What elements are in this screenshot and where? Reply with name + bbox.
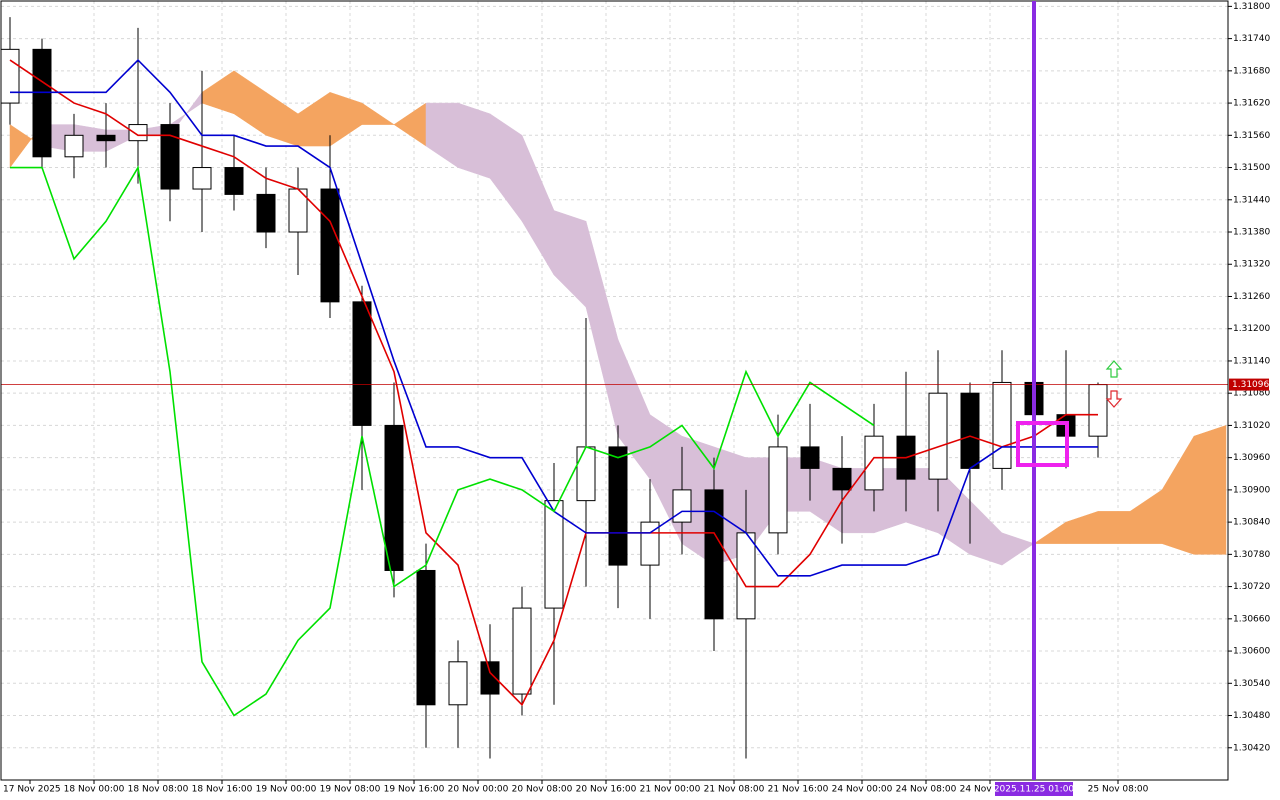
x-tick-label: 24 Nov 08:00 [896,785,957,795]
x-tick-label: 19 Nov 00:00 [256,785,317,795]
y-tick-label: 1.31320 [1233,260,1270,270]
x-tick-label: 24 Nov 16:00 [960,785,1021,795]
y-tick-label: 1.30960 [1233,453,1270,463]
y-tick-label: 1.31080 [1233,389,1270,399]
axes: 1.31800 1.31740 1.31680 1.31620 1.31560 1.315… [3,2,1270,796]
y-tick-label: 1.31620 [1233,99,1270,109]
x-tick-label: 21 Nov 08:00 [704,785,765,795]
candle-body [32,48,52,158]
price-tag [1229,378,1269,391]
cursor-tag [995,782,1073,796]
y-tick-label: 1.30480 [1233,711,1270,721]
candle-body [704,489,724,620]
indicator-line [9,59,1098,707]
ichimoku-cloud [9,70,1227,566]
x-tick-label: 21 Nov 00:00 [640,785,701,795]
candle-body [256,193,276,233]
x-tick-label: 19 Nov 08:00 [320,785,381,795]
y-tick-label: 1.31380 [1233,228,1270,238]
candle-body [448,661,468,706]
candle-body [384,424,404,571]
y-tick-label: 1.30720 [1233,582,1270,592]
candle-body [864,435,884,491]
y-tick-label: 1.30780 [1233,550,1270,560]
y-tick-label: 1.30660 [1233,614,1270,624]
y-tick-label: 1.31560 [1233,131,1270,141]
candle-body [672,489,692,523]
candle-body [992,381,1012,469]
y-tick-label: 1.31440 [1233,195,1270,205]
x-tick-label: 18 Nov 08:00 [128,785,189,795]
cursor-tag-label: 2025.11.25 01:00 [994,785,1075,795]
sell-arrow [1105,390,1123,408]
candle-body [320,188,340,303]
candle-body [352,301,372,426]
candle-body [960,392,980,469]
x-tick-label: 20 Nov 00:00 [448,785,509,795]
cloud-segment [1193,425,1227,555]
candle-body [608,446,628,566]
y-tick-label: 1.30420 [1233,743,1270,753]
x-tick-label: 20 Nov 08:00 [512,785,573,795]
buy-arrow [1105,360,1123,378]
candle-body [192,167,212,190]
candle-body [800,446,820,469]
candle-body [416,569,436,706]
y-tick-label: 1.31140 [1233,356,1270,366]
x-tick-label: 17 Nov 2025 [3,785,61,795]
y-tick-label: 1.30900 [1233,485,1270,495]
candle-body [128,124,148,142]
x-tick-label: 24 Nov 00:00 [832,785,893,795]
candle-body [544,500,564,609]
cloud-segment [457,102,491,179]
y-tick-label: 1.31800 [1233,2,1270,12]
plot-frame [0,0,1229,781]
candle-body [96,134,116,142]
candle-body [0,48,20,104]
candle-body [1088,384,1108,437]
y-tick-label: 1.30840 [1233,518,1270,528]
candle-body [224,167,244,195]
cloud-segment [1001,532,1035,566]
candle-body [576,446,596,502]
x-tick-label: 25 Nov 08:00 [1088,785,1149,795]
y-tick-label: 1.31740 [1233,34,1270,44]
x-tick-label: 18 Nov 16:00 [192,785,253,795]
y-tick-label: 1.31020 [1233,421,1270,431]
candle-body [768,446,788,534]
x-tick-label: 20 Nov 16:00 [576,785,637,795]
y-tick-label: 1.30540 [1233,679,1270,689]
candle-body [928,392,948,480]
indicator-lines [9,58,1098,717]
indicator-line [10,165,875,717]
cloud-segment [361,102,395,125]
y-tick-label: 1.31200 [1233,324,1270,334]
y-tick-label: 1.31260 [1233,292,1270,302]
highlight-box [1016,421,1069,467]
price-tag-label: 1.31096 [1232,380,1269,390]
candle-body [160,124,180,190]
x-tick-label: 19 Nov 16:00 [384,785,445,795]
y-tick-label: 1.30600 [1233,647,1270,657]
candle-body [64,134,84,158]
x-tick-label: 18 Nov 00:00 [64,785,125,795]
candle-body [512,607,532,695]
candle-body [832,467,852,491]
x-tick-label: 21 Nov 16:00 [768,785,829,795]
y-tick-label: 1.31680 [1233,66,1270,76]
y-tick-label: 1.31500 [1233,163,1270,173]
cloud-segment [1097,511,1131,544]
candle-body [480,661,500,695]
